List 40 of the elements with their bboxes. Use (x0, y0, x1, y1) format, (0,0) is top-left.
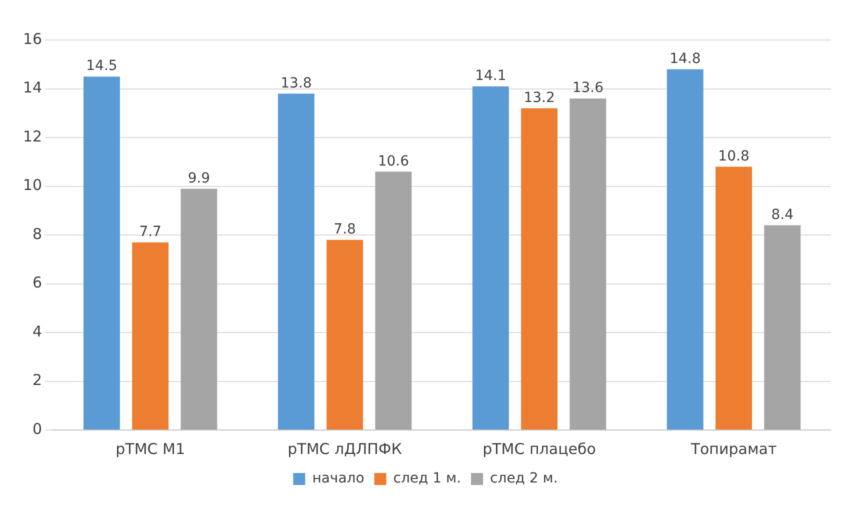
data-label: 14.5 (86, 58, 118, 74)
data-label: 10.6 (378, 153, 410, 170)
data-label: 13.6 (572, 80, 604, 96)
data-label: 14.8 (670, 50, 701, 67)
data-label: 8.4 (771, 206, 794, 223)
bar (716, 166, 752, 430)
data-label: 7.7 (139, 224, 162, 240)
bar (132, 242, 169, 430)
data-label: 13.8 (280, 75, 312, 92)
y-tick-label: 6 (32, 274, 42, 292)
legend-label: след 2 м. (490, 470, 558, 487)
y-tick-label: 8 (32, 224, 42, 243)
bar (278, 94, 314, 430)
bar (375, 172, 412, 430)
y-tick-label: 10 (22, 176, 42, 194)
data-label: 7.8 (334, 222, 356, 238)
bar (326, 240, 364, 430)
x-tick-label: Топирамат (690, 440, 777, 458)
bar (521, 108, 558, 430)
bar (666, 69, 704, 430)
x-tick-label: рТМС плацебо (482, 440, 596, 458)
data-label: 13.2 (524, 90, 555, 106)
y-tick-label: 16 (22, 30, 42, 48)
y-tick-label: 0 (32, 420, 42, 438)
y-tick-label: 2 (32, 371, 42, 390)
data-label: 14.1 (475, 68, 506, 84)
x-tick-label: рТМС лДЛПФК (288, 440, 402, 458)
y-tick-label: 12 (22, 127, 42, 146)
legend-label: след 1 м. (393, 470, 462, 487)
x-tick-label: рТМС М1 (116, 440, 186, 458)
data-label: 10.8 (718, 148, 750, 164)
bar (570, 98, 606, 430)
y-tick-label: 14 (22, 78, 42, 97)
bar (472, 86, 509, 430)
bar (180, 188, 218, 430)
y-tick-label: 4 (32, 322, 42, 340)
legend-label: начало (312, 470, 364, 487)
bar (83, 76, 120, 430)
data-label: 9.9 (188, 170, 210, 186)
bar (764, 225, 801, 430)
